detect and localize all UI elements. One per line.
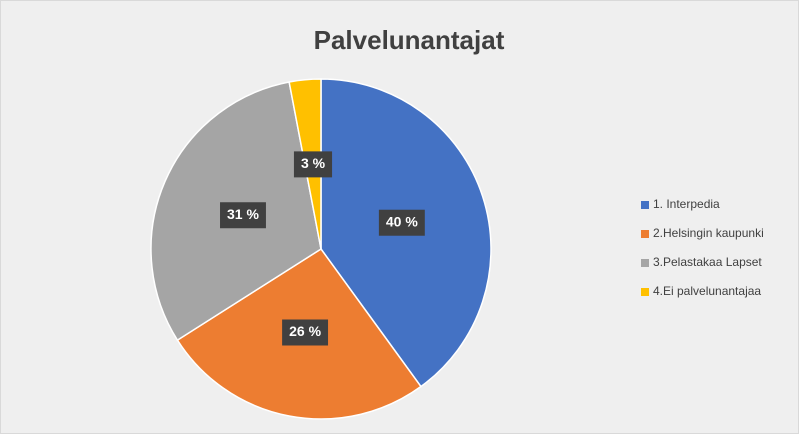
- legend-swatch: [641, 201, 649, 209]
- data-label: 3 %: [301, 155, 326, 171]
- legend-swatch: [641, 230, 649, 238]
- chart-title: Palvelunantajat: [314, 25, 505, 55]
- legend-label: 1. Interpedia: [653, 197, 720, 211]
- legend-swatch: [641, 288, 649, 296]
- legend-label: 2.Helsingin kaupunki: [653, 226, 764, 240]
- data-label-box: [282, 319, 329, 346]
- data-label: 40 %: [386, 213, 418, 229]
- legend-label: 3.Pelastakaa Lapset: [653, 255, 762, 269]
- data-label: 26 %: [289, 323, 321, 339]
- legend-swatch: [641, 259, 649, 267]
- data-label-box: [293, 151, 333, 178]
- data-label-box: [378, 209, 425, 236]
- data-label-box: [220, 202, 266, 229]
- data-label: 31 %: [227, 206, 259, 222]
- legend-label: 4.Ei palvelunantajaa: [653, 284, 761, 298]
